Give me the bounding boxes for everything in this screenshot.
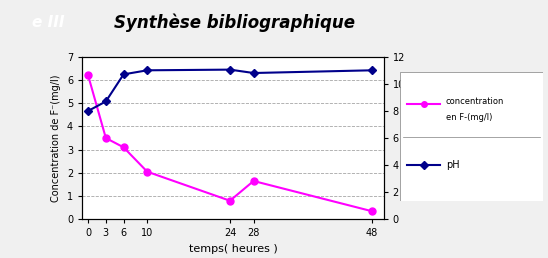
Text: Synthèse bibliographique: Synthèse bibliographique	[114, 13, 355, 32]
Text: en F-(mg/l): en F-(mg/l)	[446, 113, 492, 122]
Text: e III: e III	[32, 15, 64, 30]
X-axis label: temps( heures ): temps( heures )	[189, 244, 277, 254]
Text: pH: pH	[446, 160, 459, 170]
Y-axis label: pH: pH	[410, 130, 420, 146]
Text: concentration: concentration	[446, 98, 504, 106]
Y-axis label: Concentration de F⁻(mg/l): Concentration de F⁻(mg/l)	[52, 74, 61, 202]
